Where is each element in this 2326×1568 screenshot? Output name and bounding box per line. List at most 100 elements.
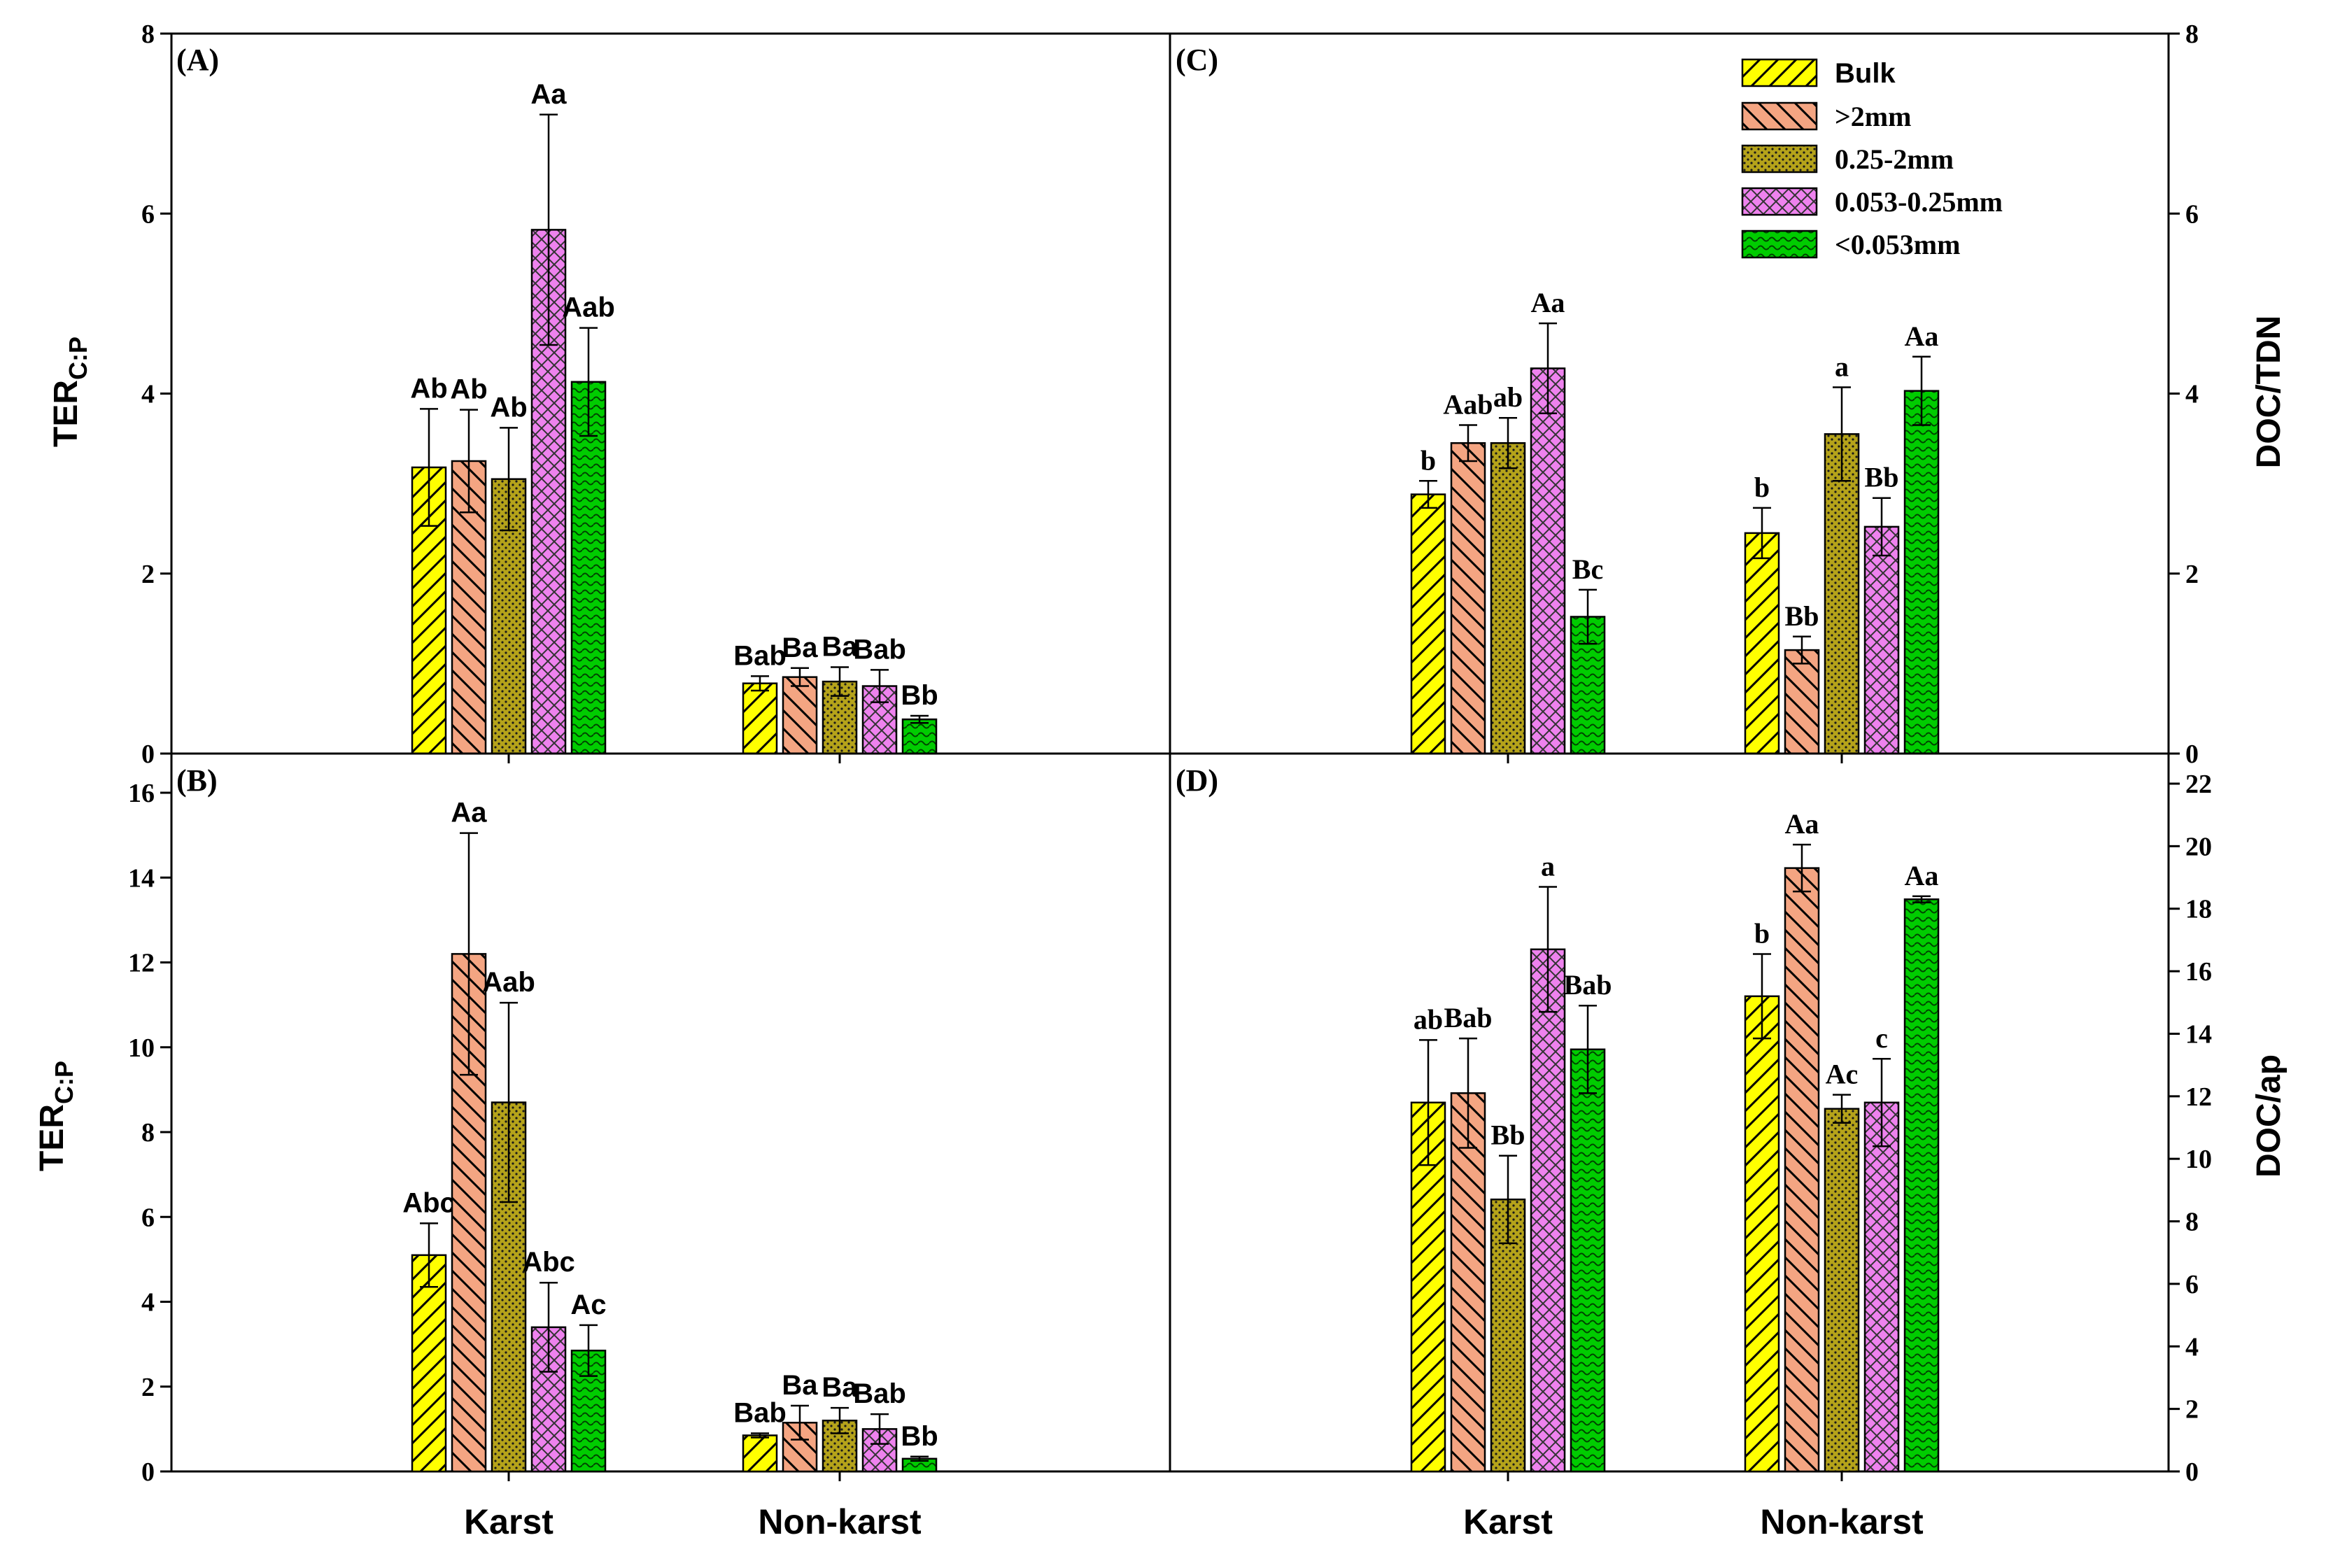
y-tick-label: 8 (2185, 1208, 2199, 1237)
significance-label: Ba (782, 1370, 818, 1401)
significance-label: Aa (1531, 287, 1565, 318)
bar (1490, 1199, 1526, 1473)
legend-entry-lt0053mm: <0.053mm (1741, 229, 1960, 260)
legend-label-0053-025mm: 0.053-0.25mm (1835, 186, 2003, 218)
panel-a-bars: Ab Bab Ab Ba Ab Ba Aa Bab Aab Bb (410, 79, 938, 755)
legend-swatch-025-2mm (1741, 144, 1818, 174)
panel-b-frame (170, 752, 1171, 1473)
significance-label: Bb (901, 1421, 938, 1452)
significance-label: Bb (901, 680, 938, 711)
bar (742, 682, 778, 755)
y-tick-label: 6 (141, 1203, 155, 1232)
panel-b-bars: Abc Bab Aa Ba Aab Ba Abc Bab Ac Bb (402, 798, 938, 1473)
bar (782, 676, 818, 755)
bar (1784, 867, 1820, 1473)
significance-label: Ac (1826, 1059, 1859, 1090)
panel-a-y-label-main: TER (48, 380, 85, 447)
significance-label: Aa (451, 798, 487, 828)
significance-label: Bab (853, 1378, 906, 1409)
y-tick-label: 8 (141, 20, 155, 49)
significance-label: Bab (733, 640, 787, 671)
legend-label-lt0053mm: <0.053mm (1835, 229, 1960, 260)
legend-swatch-bulk (1741, 58, 1818, 87)
significance-label: Aab (482, 967, 535, 998)
panel-a-y-label-sub: C:P (64, 337, 92, 380)
panel-d-label: (D) (1176, 763, 1218, 798)
y-tick-label: 2 (2185, 560, 2199, 589)
bar (1863, 1101, 1900, 1473)
y-tick-label: 12 (2185, 1082, 2212, 1112)
panel-d-bars: ab b Bab Aa Bb Ac a c Bab Aa (1410, 808, 1940, 1473)
panel-a-frame (170, 32, 1171, 755)
bar (1450, 442, 1486, 755)
panel-d-y-axis: 0 2 4 6 8 10 12 14 16 18 20 22 (1507, 770, 2212, 1487)
significance-label: Bab (853, 634, 906, 665)
significance-label: b (1754, 918, 1770, 949)
significance-label: Bab (733, 1397, 787, 1428)
significance-label: Ab (450, 374, 487, 405)
y-tick-label: 10 (128, 1033, 155, 1063)
significance-label: Ab (490, 392, 527, 423)
panel-d-frame (1169, 752, 2170, 1473)
panel-b-y-axis: 0 2 4 6 8 10 12 14 16 (128, 779, 841, 1487)
legend-entry-bulk: Bulk (1741, 58, 1896, 89)
bar (570, 381, 607, 755)
significance-label: Bab (1444, 1002, 1493, 1033)
y-tick-label: 8 (2185, 20, 2199, 49)
bar (1530, 948, 1566, 1473)
significance-label: c (1875, 1022, 1888, 1054)
y-tick-label: 6 (2185, 1270, 2199, 1299)
bar (1744, 532, 1780, 755)
y-tick-label: 0 (141, 1457, 155, 1487)
panel-d-x-label-nonkarst: Non-karst (1760, 1502, 1924, 1541)
significance-label: Bb (1785, 600, 1819, 632)
panel-c-frame (1169, 32, 2170, 755)
panel-d: (D) 0 2 4 6 8 10 12 14 16 18 20 22 ab b Bab Aa Bb Ac a c Ba… (1169, 752, 2288, 1541)
y-tick-label: 8 (141, 1118, 155, 1147)
significance-label: Abc (402, 1187, 456, 1218)
panel-d-y-label: DOC/ap (2250, 1054, 2288, 1178)
panel-c-label: (C) (1176, 43, 1218, 77)
significance-label: Abc (522, 1247, 575, 1278)
y-tick-label: 2 (141, 1373, 155, 1402)
panel-a-y-label: TERC:P (48, 337, 92, 447)
y-tick-label: 2 (2185, 1395, 2199, 1425)
y-tick-label: 4 (2185, 380, 2199, 409)
panel-a-y-axis: 0 2 4 6 8 (141, 20, 841, 769)
bar (1744, 995, 1780, 1473)
legend-label-025-2mm: 0.25-2mm (1835, 143, 1954, 175)
panel-a: (A) 0 2 4 6 8 Ab Bab Ab Ba Ab Ba Aa Bab Aab Bb TERC:P (48, 20, 1171, 769)
panel-b-x-label-nonkarst: Non-karst (758, 1502, 922, 1541)
significance-label: b (1754, 472, 1770, 503)
legend-label-gt2mm: >2mm (1835, 101, 1911, 132)
bar (1450, 1092, 1486, 1473)
y-tick-label: 0 (2185, 1457, 2199, 1487)
legend: Bulk >2mm 0.25-2mm 0.053-0.25mm <0.053mm (1741, 58, 2003, 260)
panel-b-x-label-karst: Karst (464, 1502, 554, 1541)
significance-label: Aa (1905, 860, 1939, 891)
significance-label: Ba (782, 633, 818, 663)
significance-label: Aa (1785, 808, 1819, 840)
y-tick-label: 20 (2185, 832, 2212, 861)
panel-a-label: (A) (176, 43, 219, 77)
bar (1824, 433, 1860, 755)
panel-b-y-label-main: TER (34, 1104, 71, 1171)
significance-label: Ab (410, 373, 447, 404)
bar (1410, 493, 1446, 755)
y-tick-label: 12 (128, 949, 155, 978)
bar (1824, 1108, 1860, 1473)
legend-entry-gt2mm: >2mm (1741, 101, 1911, 132)
y-tick-label: 16 (128, 779, 155, 808)
significance-label: b (1421, 444, 1436, 476)
panel-c-y-label: DOC/TDN (2250, 316, 2288, 469)
y-tick-label: 0 (2185, 740, 2199, 769)
significance-label: Aa (530, 79, 567, 110)
significance-label: ab (1493, 381, 1523, 413)
significance-label: a (1835, 351, 1849, 382)
panel-d-x-label-karst: Karst (1463, 1502, 1553, 1541)
panel-c-y-axis: 0 2 4 6 8 (1507, 20, 2199, 769)
legend-swatch-gt2mm (1741, 101, 1818, 131)
